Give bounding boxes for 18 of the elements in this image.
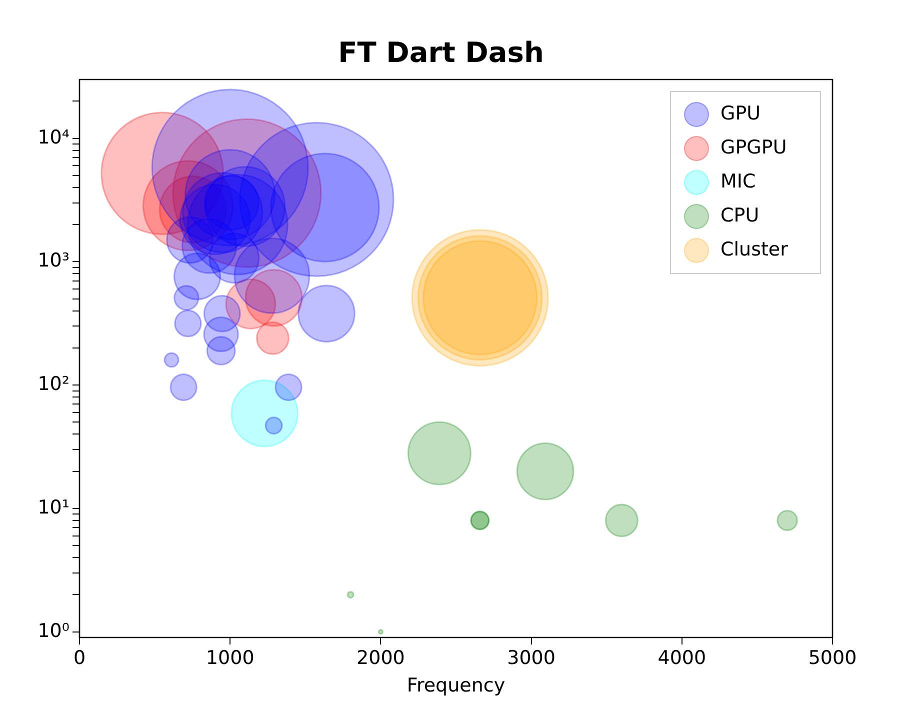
- y-tick-label: 10¹: [38, 496, 70, 518]
- legend-label: MIC: [720, 170, 756, 192]
- y-tick-label: 10³: [38, 250, 70, 272]
- x-tick-label: 1000: [206, 646, 254, 669]
- legend-label: GPU: [720, 102, 761, 124]
- x-tick-label: 0: [73, 646, 86, 669]
- x-tick-label: 2000: [356, 646, 405, 669]
- y-tick-label: 10⁴: [38, 126, 70, 148]
- x-tick-label: 5000: [808, 646, 857, 669]
- legend-label: GPGPU: [720, 136, 787, 158]
- x-axis-title: Frequency: [406, 674, 506, 697]
- x-tick-label: 3000: [507, 646, 556, 669]
- chart-title: FT Dart Dash: [338, 36, 544, 69]
- y-tick-label: 10²: [38, 373, 70, 396]
- y-tick-label: 10⁰: [38, 620, 70, 642]
- x-tick-label: 4000: [658, 646, 706, 669]
- legend-label: Cluster: [720, 238, 788, 260]
- legend-label: CPU: [720, 204, 760, 226]
